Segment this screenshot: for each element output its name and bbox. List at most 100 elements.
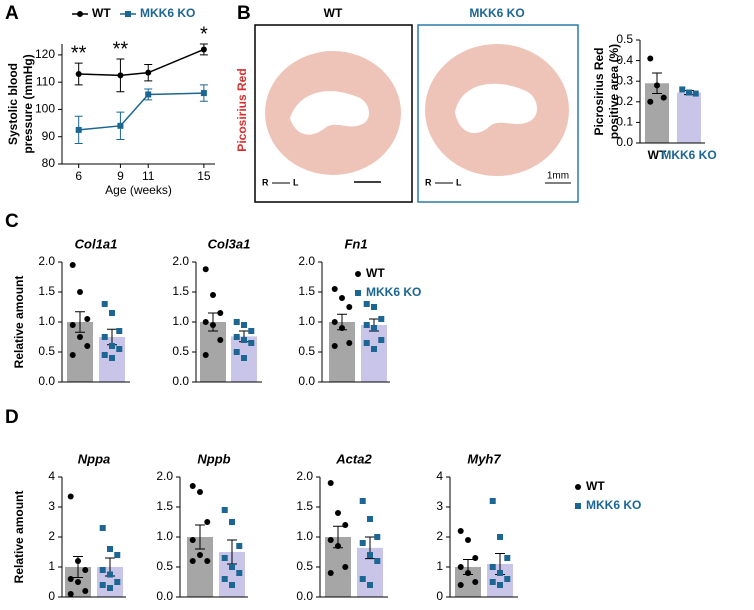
y-tick-label: 120 (35, 47, 55, 61)
data-point (82, 588, 89, 594)
chart-title: Nppa (78, 451, 111, 466)
y-tick-label: 2.0 (298, 254, 315, 268)
y-tick-label: 4 (48, 469, 55, 483)
data-point (236, 543, 243, 549)
bar (677, 92, 701, 143)
heart-section (425, 44, 569, 176)
legend-marker (77, 11, 83, 17)
significance: * (200, 23, 208, 45)
data-point (489, 498, 496, 504)
stain-label: Picosirius Red (235, 68, 249, 151)
panel-letter: B (237, 3, 251, 24)
data-point (67, 591, 74, 597)
y-tick-label: 0.0 (616, 135, 633, 149)
data-point (327, 537, 334, 543)
data-point (101, 334, 108, 340)
data-point (346, 340, 353, 346)
data-point (241, 322, 247, 328)
data-point (202, 266, 209, 273)
data-point (204, 558, 211, 564)
chart-title: Acta2 (335, 451, 372, 466)
legend-marker (355, 271, 361, 277)
x-tick-label: 9 (117, 169, 124, 183)
data-point (145, 91, 152, 98)
legend-label: MKK6 KO (140, 6, 195, 20)
data-point (99, 582, 106, 588)
x-tick-label: MKK6 KO (661, 148, 716, 162)
data-point (504, 555, 511, 561)
data-point (359, 540, 366, 546)
data-point (489, 564, 496, 570)
data-point (367, 516, 373, 522)
data-point (497, 582, 503, 588)
data-point (339, 295, 345, 301)
data-point (339, 325, 345, 331)
data-point (327, 570, 334, 576)
data-point (378, 316, 385, 322)
data-point (229, 564, 235, 570)
data-point (189, 537, 196, 543)
data-point (221, 555, 228, 561)
data-point (204, 519, 211, 525)
data-point (210, 292, 216, 298)
data-point (221, 507, 228, 513)
data-point (116, 346, 123, 352)
data-point (331, 286, 338, 292)
data-point (117, 122, 124, 129)
data-point (374, 534, 381, 540)
data-point (342, 522, 349, 528)
data-point (75, 71, 82, 77)
legend-marker (355, 290, 361, 296)
chart-title: Col1a1 (75, 236, 118, 251)
data-point (335, 510, 341, 516)
data-point (233, 319, 240, 325)
y-tick-label: 0.5 (156, 559, 173, 573)
data-point (692, 90, 699, 97)
y-tick-label: 1.5 (38, 284, 55, 298)
data-point (363, 340, 370, 346)
data-point (75, 558, 81, 564)
legend-marker (575, 484, 581, 490)
data-point (679, 86, 686, 93)
y-tick-label: 2.0 (156, 469, 173, 483)
data-point (217, 310, 224, 316)
data-point (200, 90, 207, 97)
y-tick-label: 1.5 (172, 284, 189, 298)
y-tick-label: 0.5 (298, 344, 315, 358)
panel-letter: C (5, 211, 19, 232)
data-point (229, 582, 235, 588)
y-tick-label: 1 (436, 559, 443, 573)
y-tick-label: 3 (48, 499, 55, 513)
y-tick-label: 100 (35, 102, 55, 116)
y-tick-label: 0 (48, 589, 55, 603)
data-point (342, 564, 349, 570)
data-point (197, 552, 203, 558)
data-point (359, 498, 366, 504)
y-tick-label: 4 (436, 469, 443, 483)
data-point (200, 46, 207, 53)
data-point (217, 337, 224, 343)
y-tick-label: 2.0 (38, 254, 55, 268)
data-point (647, 55, 654, 62)
data-point (221, 576, 228, 582)
data-point (75, 126, 82, 133)
data-point (233, 349, 240, 355)
x-tick-label: 11 (142, 169, 155, 183)
data-point (374, 558, 381, 564)
scale-label: 1mm (547, 171, 569, 182)
bar (200, 322, 226, 382)
data-point (202, 319, 209, 325)
x-axis-label: Age (weeks) (105, 183, 172, 197)
data-point (331, 343, 338, 349)
data-point (241, 355, 247, 361)
data-point (367, 552, 373, 558)
y-tick-label: 110 (36, 74, 55, 88)
data-point (335, 543, 341, 549)
data-point (145, 69, 152, 76)
orientation-label: R (425, 177, 432, 187)
series-line (78, 48, 205, 77)
data-point (686, 89, 692, 96)
data-point (241, 337, 247, 343)
y-tick-label: 0.4 (616, 53, 633, 67)
data-point (117, 72, 124, 79)
